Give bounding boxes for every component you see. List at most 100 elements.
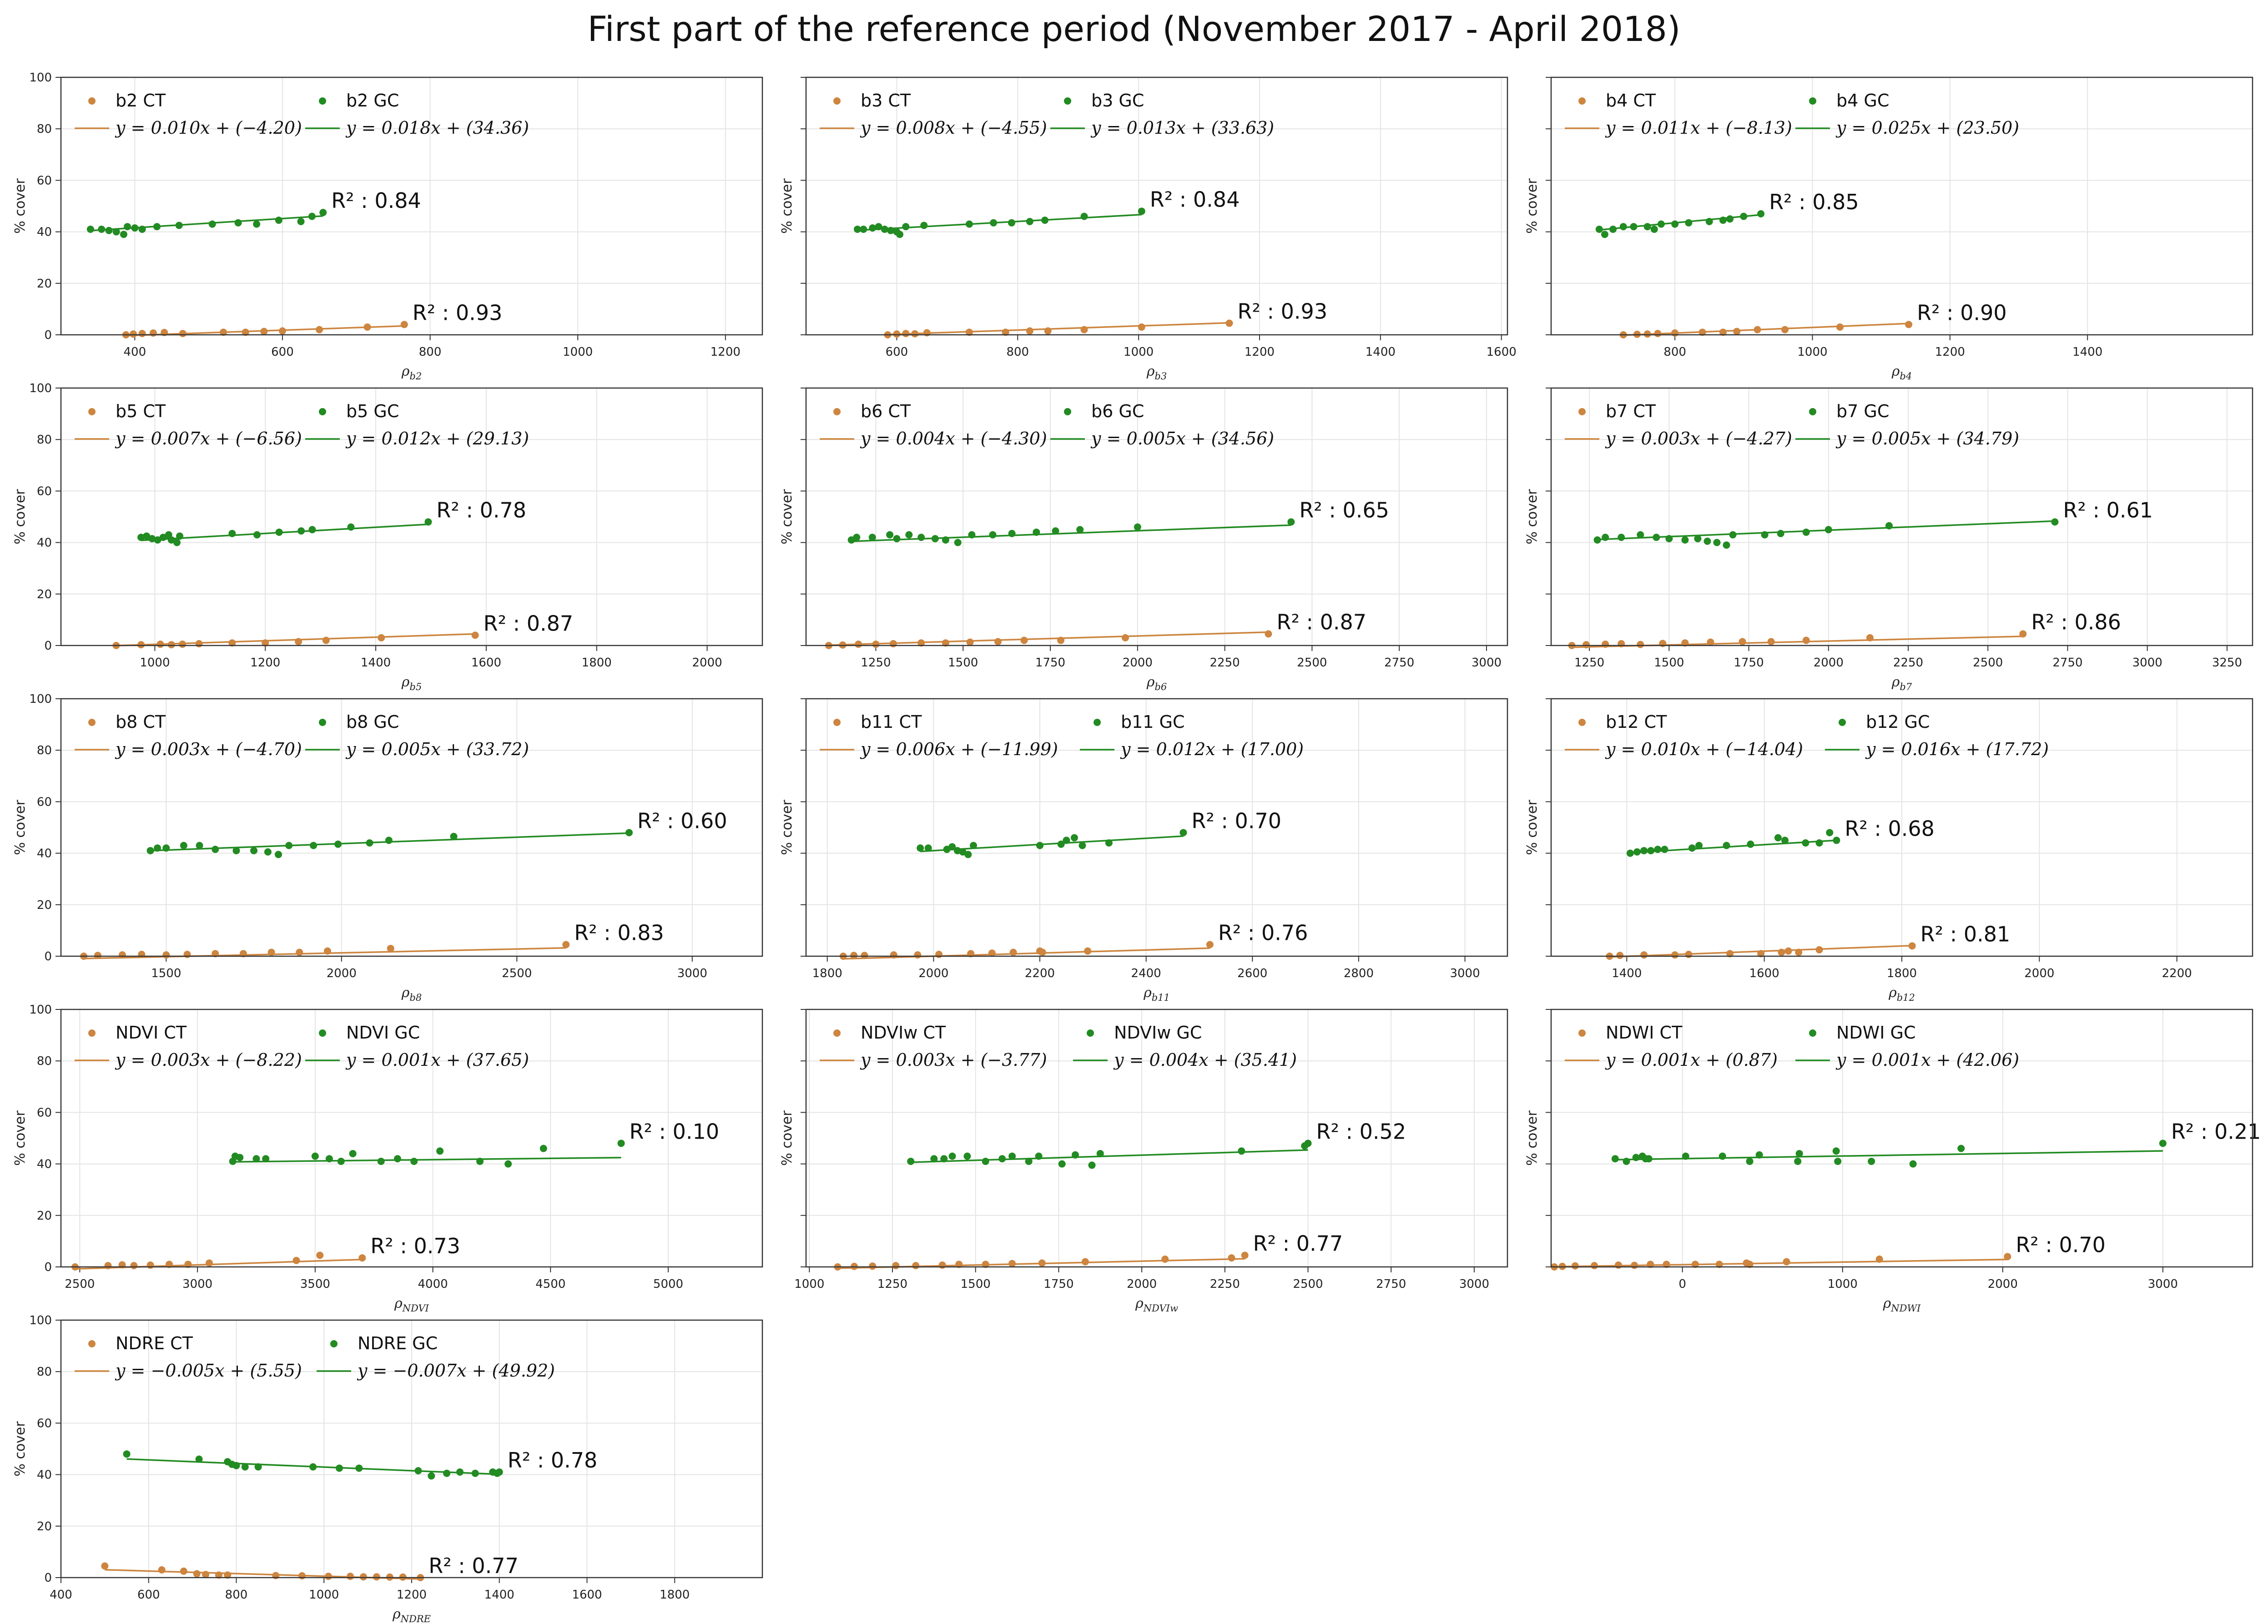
legend-fit-ct: y = 0.003x + (−4.27): [1605, 429, 1792, 449]
point-gc: [410, 1157, 418, 1165]
legend-fit-ct: y = 0.004x + (−4.30): [860, 429, 1047, 449]
point-ct: [1008, 1260, 1016, 1267]
x-tick-label: 1000: [1828, 1277, 1858, 1291]
point-gc: [1824, 526, 1832, 534]
legend-fit-ct: y = −0.005x + (5.55): [115, 1361, 302, 1381]
point-gc: [334, 840, 342, 848]
point-gc: [1052, 527, 1059, 535]
y-axis-label: % cover: [12, 178, 28, 234]
point-gc: [180, 842, 187, 849]
y-tick-label: 20: [37, 1520, 52, 1533]
legend-fit-gc: y = 0.001x + (42.06): [1835, 1050, 2019, 1070]
point-ct: [1726, 950, 1734, 958]
point-ct: [911, 330, 919, 338]
axes-frame: [1550, 698, 2253, 957]
point-ct: [1206, 941, 1214, 948]
subplot-b4: 800 1000 1200 1400 % cover ρb4 R² : 0.90 R² : 0…: [1524, 76, 2253, 382]
x-axis-label: ρNDVIw: [1135, 1296, 1178, 1314]
point-gc: [148, 535, 156, 543]
point-ct: [1241, 1251, 1249, 1259]
subplot-b6: 1250 1500 1750 2000 2250 2500 2750 3000 % cover ρ…: [779, 387, 1508, 692]
legend-marker-ct: [833, 719, 841, 726]
point-gc: [881, 225, 888, 233]
point-gc: [860, 225, 867, 233]
y-tick-label: 0: [44, 950, 52, 963]
point-ct: [316, 326, 323, 333]
point-ct: [872, 641, 880, 648]
point-gc: [1057, 840, 1065, 848]
y-axis-label: % cover: [779, 1110, 795, 1166]
point-ct: [938, 1261, 946, 1269]
point-ct: [359, 1573, 367, 1581]
legend-label-gc: b4 GC: [1836, 91, 1889, 111]
point-gc: [112, 228, 120, 236]
point-gc: [297, 527, 305, 535]
point-gc: [105, 227, 113, 234]
point-ct: [1640, 951, 1648, 959]
x-tick-label: 2000: [1814, 656, 1844, 670]
point-gc: [990, 219, 998, 227]
r2-label-gc: R² : 0.21: [2171, 1119, 2261, 1144]
x-tick-label: 2250: [1210, 1277, 1240, 1291]
point-gc: [1611, 1155, 1619, 1163]
point-ct: [1637, 641, 1644, 648]
point-ct: [146, 1261, 154, 1269]
y-tick-label: 60: [37, 1417, 52, 1430]
point-ct: [104, 1262, 112, 1270]
point-gc: [308, 212, 316, 220]
point-gc: [917, 844, 924, 852]
point-gc: [1909, 1160, 1917, 1168]
r2-label-gc: R² : 0.65: [1299, 498, 1389, 522]
point-ct: [988, 949, 996, 957]
legend-fit-ct: y = 0.003x + (−8.22): [115, 1050, 302, 1070]
point-ct: [358, 1254, 366, 1262]
legend-fit-gc: y = 0.005x + (34.56): [1090, 429, 1274, 449]
legend-fit-ct: y = 0.010x + (−14.04): [1605, 739, 1803, 759]
point-gc: [942, 536, 949, 544]
point-gc: [1688, 844, 1696, 852]
point-gc: [1774, 834, 1782, 842]
axes-frame: [60, 76, 763, 336]
point-ct: [1026, 327, 1033, 335]
point-ct: [1815, 946, 1823, 953]
point-gc: [963, 1152, 971, 1160]
point-gc: [907, 1157, 915, 1165]
axes-frame: [60, 1009, 763, 1268]
x-tick-label: 1000: [563, 345, 593, 359]
point-gc: [1609, 225, 1617, 233]
x-tick-label: 800: [225, 1588, 248, 1602]
x-tick-label: 1200: [1935, 345, 1965, 359]
x-tick-label: 2000: [692, 656, 722, 670]
point-ct: [166, 1261, 173, 1268]
point-gc: [998, 1155, 1006, 1163]
point-ct: [1715, 1261, 1723, 1268]
point-gc: [902, 223, 910, 231]
point-gc: [1619, 223, 1627, 231]
point-gc: [1025, 1157, 1033, 1165]
axes-frame: [60, 698, 763, 957]
point-gc: [1671, 220, 1679, 228]
subplot-ndre: 400 600 800 1000 1200 1400 1600 1800 0 20 40 60 80 10…: [12, 1314, 763, 1624]
r2-label-gc: R² : 0.61: [2063, 498, 2153, 522]
subplot-b7: 1250 1500 1750 2000 2250 2500 2750 3000 3250 % co…: [1524, 387, 2253, 692]
y-tick-label: 80: [37, 433, 52, 447]
fit-line-ct: [75, 1258, 363, 1270]
y-tick-label: 20: [37, 898, 52, 912]
x-tick-label: 2750: [1384, 656, 1414, 670]
point-gc: [539, 1145, 547, 1152]
y-tick-label: 60: [37, 1106, 52, 1120]
legend-marker-ct: [88, 408, 96, 415]
point-ct: [1631, 1261, 1638, 1269]
point-gc: [1595, 225, 1603, 233]
point-gc: [930, 1155, 938, 1163]
subplot-ndwi: 0 1000 2000 3000 % cover ρNDWI R² : 0.70 R² : 0…: [1524, 1009, 2261, 1314]
point-gc: [232, 1462, 240, 1469]
point-gc: [138, 225, 146, 233]
x-tick-label: 0: [1678, 1277, 1686, 1291]
point-ct: [158, 1566, 166, 1574]
r2-label-ct: R² : 0.77: [428, 1553, 519, 1578]
figure-title: First part of the reference period (Nove…: [588, 9, 1681, 49]
point-gc: [1637, 531, 1644, 539]
point-ct: [850, 952, 858, 959]
point-gc: [1008, 219, 1015, 227]
